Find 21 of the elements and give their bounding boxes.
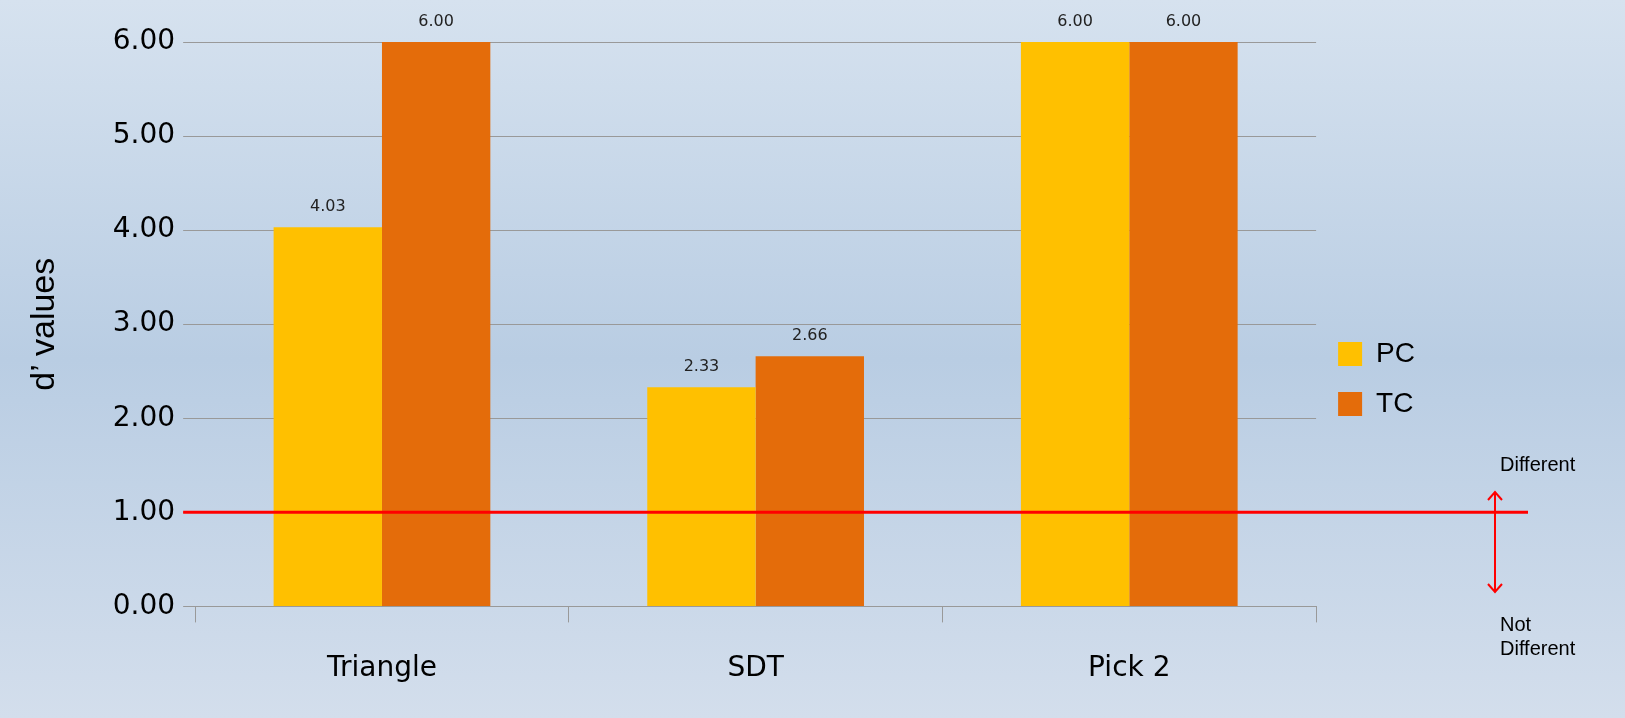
legend-label: PC <box>1376 336 1416 368</box>
y-tick-label: 2.00 <box>112 399 176 433</box>
y-tick-label: 4.00 <box>112 211 176 245</box>
y-tick-label: 6.00 <box>112 23 176 57</box>
y-tick-label: 5.00 <box>112 117 176 151</box>
text: Not Different <box>1500 612 1577 660</box>
text: 2.66 <box>791 325 828 345</box>
text: Different <box>1500 452 1577 476</box>
text: 6.00 <box>1165 11 1202 31</box>
text: 6.00 <box>1057 11 1093 31</box>
text: 6.00 <box>418 11 454 31</box>
y-tick-label: 3.00 <box>112 305 176 339</box>
text: 4.03 <box>309 196 346 216</box>
text: 2.33 <box>683 356 720 376</box>
y-axis-title: d’ values <box>22 257 61 391</box>
legend-label: TC <box>1376 386 1414 418</box>
x-tick-label: Triangle <box>325 650 437 684</box>
y-tick-label: 1.00 <box>112 493 176 527</box>
y-tick-label: 0.00 <box>112 587 176 621</box>
x-tick-label: SDT <box>727 650 785 684</box>
x-tick-label: Pick 2 <box>1088 650 1171 684</box>
